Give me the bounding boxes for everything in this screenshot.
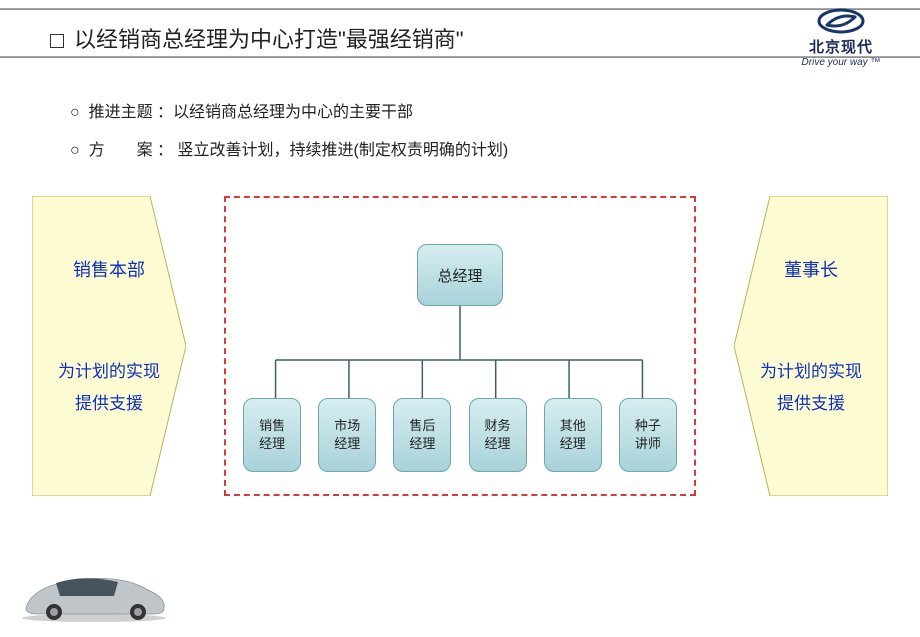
org-chart: 总经理 销售经理 市场经理 售后经理 财务经理 其他经理 种子讲师 (226, 220, 694, 480)
org-child-node: 销售经理 (243, 398, 301, 472)
bullet-marker: ○ (70, 104, 80, 121)
org-child-node: 售后经理 (393, 398, 451, 472)
child-label-2: 经理 (248, 435, 296, 453)
org-children: 销售经理 市场经理 售后经理 财务经理 其他经理 种子讲师 (226, 398, 694, 472)
child-label-1: 市场 (323, 417, 371, 435)
child-label-1: 种子 (624, 417, 672, 435)
org-child-node: 种子讲师 (619, 398, 677, 472)
car-icon (14, 568, 174, 623)
left-arrow-sub2: 提供支援 (32, 388, 186, 420)
left-arrow-sub: 为计划的实现 提供支援 (32, 356, 186, 421)
hyundai-icon (817, 8, 865, 34)
bullet-text: 以经销商总经理为中心的主要干部 (173, 104, 413, 121)
slide-title: 以经销商总经理为中心打造"最强经销商" (50, 22, 464, 54)
org-child-node: 市场经理 (318, 398, 376, 472)
bullet-marker: ○ (70, 142, 80, 159)
brand-name: 北京现代 (786, 36, 896, 57)
left-arrow-sub1: 为计划的实现 (32, 356, 186, 388)
org-child-node: 其他经理 (544, 398, 602, 472)
bullet-sep: ： (157, 142, 173, 159)
child-label-2: 经理 (398, 435, 446, 453)
left-arrow-title: 销售本部 (32, 256, 186, 282)
org-root-node: 总经理 (417, 244, 503, 306)
right-arrow-sub2: 提供支援 (734, 388, 888, 420)
child-label-1: 其他 (549, 417, 597, 435)
bullet-sep: ： (157, 104, 173, 121)
bullet-row: ○ 方 案 ： 竖立改善计划，持续推进(制定权责明确的计划) (70, 132, 508, 170)
brand-slogan: Drive your way ™ (786, 57, 896, 68)
bullet-text: 竖立改善计划，持续推进(制定权责明确的计划) (173, 142, 508, 159)
org-root-label: 总经理 (422, 265, 498, 286)
child-label-1: 财务 (474, 417, 522, 435)
left-arrow-text: 销售本部 为计划的实现 提供支援 (32, 196, 186, 421)
right-arrow-box: 董事长 为计划的实现 提供支援 (734, 196, 888, 496)
bullet-list: ○ 推进主题 ：以经销商总经理为中心的主要干部 ○ 方 案 ： 竖立改善计划，持… (70, 94, 508, 171)
slide-title-text: 以经销商总经理为中心打造"最强经销商" (74, 27, 464, 52)
child-label-2: 讲师 (624, 435, 672, 453)
child-label-2: 经理 (549, 435, 597, 453)
top-rule-1 (0, 8, 920, 10)
right-arrow-sub1: 为计划的实现 (734, 356, 888, 388)
right-arrow-title: 董事长 (734, 256, 888, 282)
child-label-1: 销售 (248, 417, 296, 435)
bullet-row: ○ 推进主题 ：以经销商总经理为中心的主要干部 (70, 94, 508, 132)
child-label-2: 经理 (323, 435, 371, 453)
bullet-label: 推进主题 (89, 104, 153, 121)
child-label-1: 售后 (398, 417, 446, 435)
top-rule-2 (0, 56, 920, 58)
left-arrow-box: 销售本部 为计划的实现 提供支援 (32, 196, 186, 496)
child-label-2: 经理 (474, 435, 522, 453)
brand-logo: 北京现代 Drive your way ™ (786, 8, 896, 68)
right-arrow-text: 董事长 为计划的实现 提供支援 (734, 196, 888, 421)
diagram-area: 销售本部 为计划的实现 提供支援 (32, 196, 888, 508)
org-child-node: 财务经理 (469, 398, 527, 472)
title-bullet-icon (50, 34, 64, 48)
bullet-label: 方 案 (89, 142, 153, 159)
right-arrow-sub: 为计划的实现 提供支援 (734, 356, 888, 421)
center-dashed-box: 总经理 销售经理 市场经理 售后经理 财务经理 其他经理 种子讲师 (224, 196, 696, 496)
